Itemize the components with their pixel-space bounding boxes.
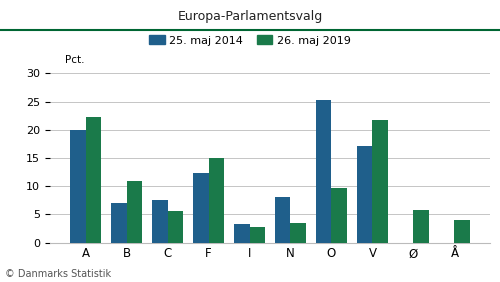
Bar xyxy=(126,181,142,243)
Text: Europa-Parlamentsvalg: Europa-Parlamentsvalg xyxy=(178,10,322,23)
Text: © Danmarks Statistik: © Danmarks Statistik xyxy=(5,269,111,279)
Bar xyxy=(193,173,208,243)
Bar xyxy=(111,203,126,243)
Bar xyxy=(332,188,347,243)
Bar xyxy=(357,146,372,243)
Bar xyxy=(234,224,250,243)
Bar xyxy=(414,210,429,243)
Bar xyxy=(290,223,306,243)
Bar xyxy=(372,120,388,243)
Bar xyxy=(86,117,101,243)
Bar xyxy=(70,130,86,243)
Bar xyxy=(250,227,265,243)
Bar xyxy=(152,200,168,243)
Text: Pct.: Pct. xyxy=(65,55,84,65)
Bar xyxy=(454,220,470,243)
Bar xyxy=(316,100,332,243)
Legend: 25. maj 2014, 26. maj 2019: 25. maj 2014, 26. maj 2019 xyxy=(150,35,350,46)
Bar xyxy=(168,212,183,243)
Bar xyxy=(275,197,290,243)
Bar xyxy=(208,158,224,243)
